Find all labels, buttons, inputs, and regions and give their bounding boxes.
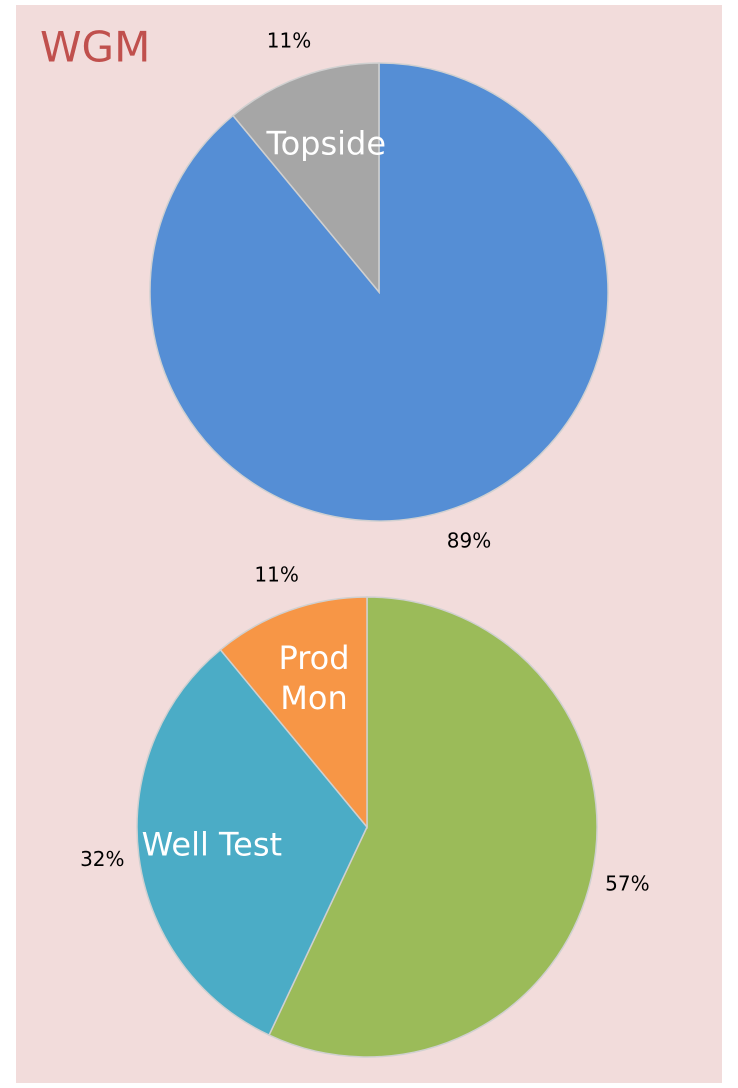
pie-slice bbox=[268, 596, 598, 1058]
pie-slice bbox=[136, 648, 368, 1037]
value-label: 57% bbox=[605, 872, 649, 896]
value-label: 89% bbox=[447, 528, 491, 552]
pie-slice bbox=[231, 62, 380, 295]
slice-label: Prod Mon bbox=[278, 639, 349, 717]
chart-title: WGM bbox=[40, 23, 150, 72]
value-label: 11% bbox=[254, 562, 298, 586]
value-label: 32% bbox=[80, 847, 124, 871]
slice-label: Well Test bbox=[142, 826, 282, 864]
pie-slice bbox=[219, 596, 368, 830]
slice-label: Topside bbox=[265, 124, 386, 162]
value-label: 11% bbox=[267, 29, 311, 53]
